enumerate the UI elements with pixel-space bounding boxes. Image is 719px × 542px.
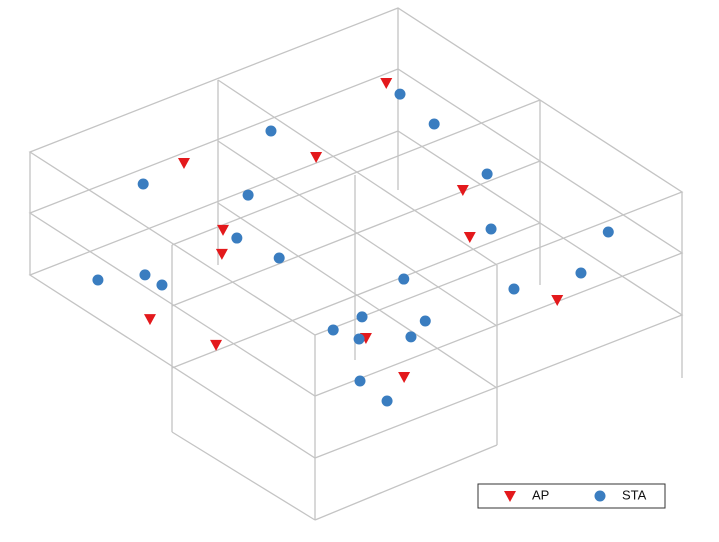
sta-marker [428,118,440,130]
sta-marker [327,324,339,336]
divider [171,222,541,369]
floor-edge [171,431,316,521]
points [92,77,614,407]
ap-marker [177,158,190,170]
building-wireframe [28,7,684,521]
sta-marker [381,395,393,407]
ap-marker [398,372,411,384]
ap-marker [456,184,469,196]
sta-marker [405,331,417,343]
legend-label: STA [622,487,647,502]
sta-marker [273,252,285,264]
sta-marker [265,125,277,137]
ap-marker [215,248,228,260]
sta-marker [594,490,606,502]
legend: AP STA [504,487,647,502]
sta-marker [575,267,587,279]
sta-marker [353,333,365,345]
sta-marker [398,273,410,285]
ap-marker [380,77,393,89]
divider [171,99,541,246]
ap-marker [210,339,223,351]
sta-marker [485,223,497,235]
sta-marker [481,168,493,180]
sta-marker [354,375,366,387]
ap-marker [551,295,564,307]
ap-marker [504,491,516,502]
sta-marker [394,88,406,100]
sta-marker [356,311,368,323]
sta-marker [139,269,151,281]
legend-label: AP [532,487,549,502]
ap-marker [310,151,323,163]
divider [171,160,541,307]
sta-marker [602,226,614,238]
sta-marker [92,274,104,286]
sta-marker [156,279,168,291]
sta-marker [231,232,243,244]
sta-marker [419,315,431,327]
ap-marker [217,224,230,236]
sta-marker [242,189,254,201]
ap-marker [463,232,476,244]
ap-marker [143,314,156,326]
sta-marker [508,283,520,295]
sta-marker [137,178,149,190]
floor-edge [314,444,498,521]
